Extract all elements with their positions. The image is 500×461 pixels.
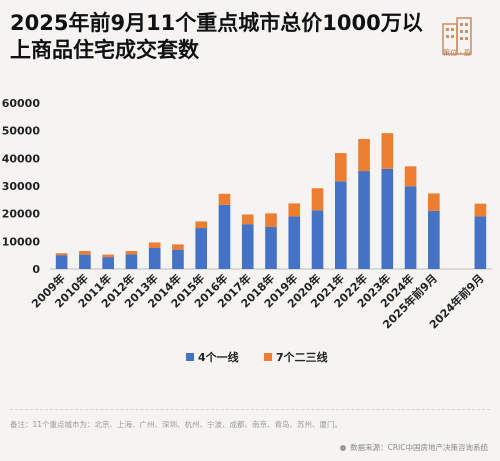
y-tick-label: 20000	[2, 208, 41, 221]
bar-tier2-12	[334, 153, 347, 182]
bar-tier1-18	[474, 216, 487, 269]
footnote: 备注：11个重点城市为：北京、上海、广州、深圳、杭州、宁波、成都、南京、青岛、苏…	[10, 420, 343, 429]
bar-tier2-2	[102, 254, 114, 258]
bar-tier2-8	[241, 214, 254, 225]
y-tick-label: 0	[32, 263, 40, 276]
bar-tier1-16	[428, 210, 440, 269]
bar-tier2-6	[195, 221, 208, 229]
bar-tier1-1	[79, 254, 91, 269]
legend-label-tier1: 4个一线	[198, 350, 239, 364]
bar-tier2-3	[125, 251, 138, 255]
bar-tier1-15	[404, 186, 417, 269]
bar-tier1-0	[55, 255, 68, 269]
y-tick-label: 50000	[2, 125, 41, 138]
y-tick-label: 40000	[2, 152, 41, 165]
chart-title: 2025年前9月11个重点城市总价1000万以上商品住宅成交套数	[10, 11, 423, 62]
bar-tier2-11	[311, 188, 324, 211]
bar-tier2-15	[404, 166, 417, 187]
bar-tier2-16	[428, 193, 440, 211]
logo-text: 策位 · 盈	[443, 49, 471, 57]
bar-tier1-14	[381, 168, 394, 269]
legend-swatch-tier1	[186, 353, 194, 361]
bar-tier1-4	[148, 247, 161, 269]
source-dot-icon	[340, 445, 347, 451]
source-line: 数据来源：CRIC中国房地产决策咨询系统	[340, 442, 488, 453]
bar-tier1-5	[172, 249, 184, 269]
bar-tier1-3	[125, 254, 138, 269]
bar-tier1-7	[218, 204, 231, 269]
bar-tier1-2	[102, 257, 114, 269]
bar-tier1-11	[311, 210, 324, 269]
building-logo-icon	[442, 17, 472, 55]
bar-tier1-12	[334, 181, 347, 269]
bar-tier2-14	[381, 133, 394, 169]
bar-tier2-0	[55, 253, 68, 256]
bar-tier2-7	[218, 193, 231, 205]
bar-tier2-10	[288, 203, 301, 217]
divider	[10, 409, 490, 410]
stacked-bar-chart: 01000020000300004000050000600002009年2010…	[2, 97, 492, 364]
bar-tier1-8	[241, 224, 254, 269]
bar-tier1-13	[358, 171, 370, 269]
y-tick-label: 30000	[2, 180, 41, 193]
source-text: 数据来源：CRIC中国房地产决策咨询系统	[350, 443, 488, 452]
legend-label-tier2: 7个二三线	[276, 350, 328, 364]
bar-tier1-9	[265, 226, 277, 269]
bar-tier2-13	[358, 138, 370, 172]
legend-swatch-tier2	[264, 353, 272, 361]
y-tick-label: 60000	[2, 97, 41, 110]
bar-tier1-10	[288, 216, 301, 269]
bar-tier1-6	[195, 228, 208, 269]
bar-tier2-9	[265, 213, 277, 227]
y-tick-label: 10000	[2, 235, 41, 248]
bar-tier2-4	[148, 242, 161, 248]
bar-tier2-18	[474, 203, 487, 217]
bar-tier2-1	[79, 251, 91, 255]
bar-tier2-5	[172, 244, 184, 250]
